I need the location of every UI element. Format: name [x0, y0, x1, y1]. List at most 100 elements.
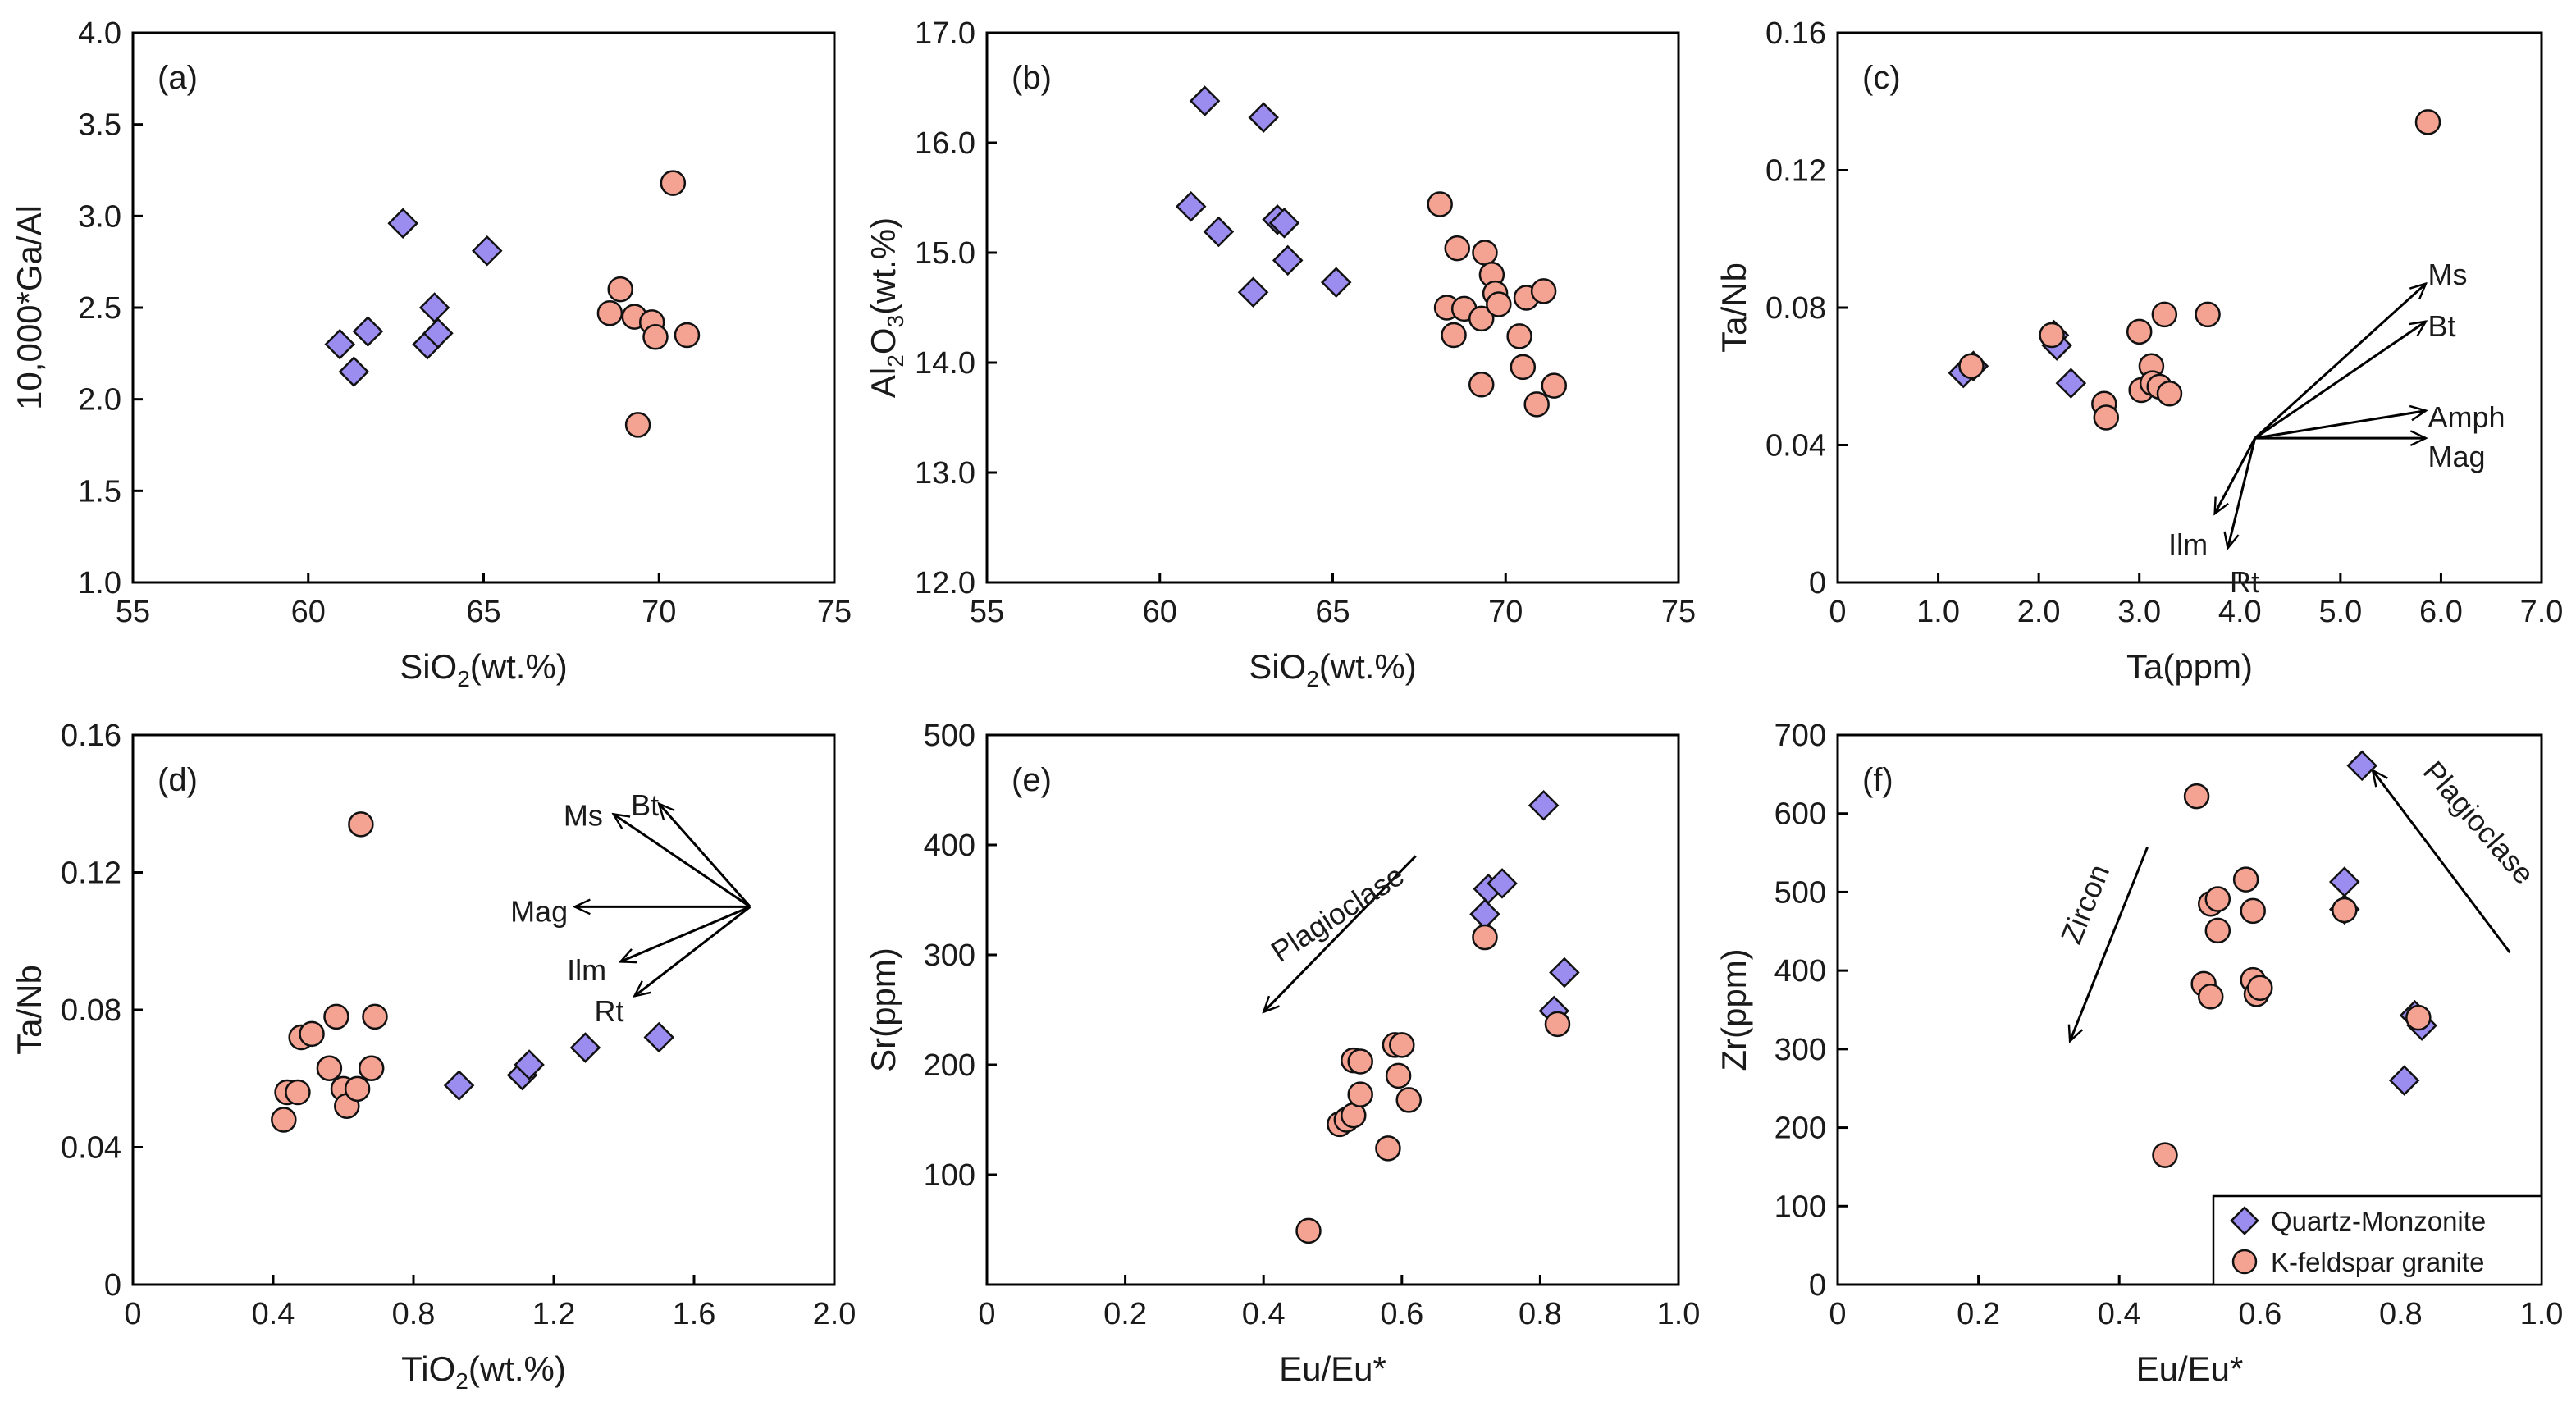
- x-tick-label: 70: [642, 595, 676, 629]
- x-tick-label: 70: [1488, 595, 1523, 629]
- arrow-label-mag: Mag: [2428, 440, 2485, 473]
- point-quartz-monzonite: [1320, 267, 1352, 298]
- x-tick-label: 0.2: [1103, 1297, 1147, 1331]
- point-k-feldspar-granite: [624, 412, 651, 438]
- y-tick-label: 0.12: [61, 856, 121, 891]
- point-k-feldspar-granite: [1468, 372, 1495, 398]
- point-k-feldspar-granite: [358, 1055, 385, 1081]
- x-tick-label: 0: [1829, 1297, 1846, 1331]
- point-quartz-monzonite: [472, 235, 503, 267]
- y-tick-label: 17.0: [915, 16, 975, 51]
- point-k-feldspar-granite: [1958, 353, 1985, 379]
- arrow-label-rt: Rt: [2230, 565, 2259, 599]
- point-k-feldspar-granite: [1395, 1087, 1422, 1113]
- arrow-label-zircon: Zircon: [2054, 860, 2116, 948]
- y-tick-label: 0: [1809, 566, 1826, 600]
- arrow-zircon: [2070, 847, 2149, 1041]
- arrow-label-plagioclase: Plagioclase: [2417, 755, 2542, 891]
- point-k-feldspar-granite: [2247, 975, 2273, 1001]
- panel-label: (c): [1862, 60, 1901, 96]
- point-quartz-monzonite: [1268, 208, 1300, 239]
- point-k-feldspar-granite: [2039, 322, 2065, 349]
- y-tick-label: 1.5: [78, 474, 121, 509]
- x-tick-label: 1.0: [1916, 595, 1960, 629]
- point-k-feldspar-granite: [1530, 278, 1557, 304]
- arrow-ilm: [620, 905, 751, 961]
- y-tick-label: 0.08: [61, 993, 121, 1028]
- x-tick-label: 0: [124, 1297, 141, 1331]
- plot-frame: [131, 733, 836, 1286]
- arrow-label-mag: Mag: [510, 895, 568, 929]
- legend-diamond-icon: [2230, 1206, 2259, 1235]
- x-tick-label: 0.4: [2098, 1297, 2141, 1331]
- point-quartz-monzonite: [1469, 898, 1500, 930]
- point-k-feldspar-granite: [1441, 322, 1467, 349]
- point-k-feldspar-granite: [2240, 897, 2266, 925]
- x-tick-label: 0.8: [392, 1297, 436, 1331]
- plot-frame: [985, 733, 1680, 1286]
- point-quartz-monzonite: [324, 328, 355, 360]
- point-k-feldspar-granite: [2197, 983, 2224, 1010]
- arrow-label-ms: Ms: [564, 798, 603, 832]
- point-k-feldspar-granite: [607, 276, 633, 303]
- x-tick-label: 0.8: [1519, 1297, 1562, 1331]
- point-quartz-monzonite: [418, 292, 450, 323]
- x-axis-label: Eu/Eu*: [1279, 1349, 1386, 1388]
- y-tick-label: 3.5: [78, 108, 121, 143]
- y-tick-label: 16.0: [915, 126, 975, 161]
- x-axis-label: SiO2(wt.%): [400, 647, 568, 692]
- point-k-feldspar-granite: [2332, 897, 2358, 924]
- point-k-feldspar-granite: [316, 1055, 343, 1081]
- legend-box: [2212, 1194, 2543, 1286]
- legend: Quartz-Monzonite K-feldspar granite: [2212, 1194, 2543, 1286]
- point-k-feldspar-granite: [2405, 1004, 2432, 1031]
- y-tick-label: 500: [1774, 875, 1826, 910]
- point-k-feldspar-granite: [1506, 323, 1532, 349]
- point-k-feldspar-granite: [2204, 917, 2231, 944]
- point-quartz-monzonite: [569, 1032, 601, 1063]
- y-tick-label: 1.0: [78, 566, 121, 600]
- point-quartz-monzonite: [2388, 1065, 2420, 1096]
- x-axis-label: SiO2(wt.%): [1249, 647, 1417, 692]
- point-k-feldspar-granite: [2093, 404, 2120, 431]
- x-tick-label: 1.6: [673, 1297, 716, 1331]
- y-tick-label: 3.0: [78, 199, 121, 234]
- plot-frame: [1836, 733, 2543, 1286]
- point-k-feldspar-granite: [1389, 1032, 1415, 1058]
- y-tick-label: 2.5: [78, 291, 121, 326]
- point-k-feldspar-granite: [1472, 240, 1498, 266]
- y-axis-label: Sr(ppm): [864, 947, 902, 1072]
- point-k-feldspar-granite: [1375, 1135, 1401, 1162]
- y-tick-label: 0.04: [61, 1131, 121, 1166]
- panel-e: 0 0.2 0.4 0.6 0.8 1.0 100 200 300 400 500 Eu/Eu* Sr(…: [864, 719, 1700, 1388]
- y-tick-label: 0.08: [1765, 291, 1826, 326]
- y-tick-label: 100: [1774, 1189, 1826, 1224]
- x-tick-label: 1.0: [2520, 1297, 2564, 1331]
- arrow-bt: [659, 804, 751, 908]
- x-axis-label: Eu/Eu*: [2136, 1349, 2244, 1388]
- panel-a: 55 60 65 70 75 1.0 1.5 2.0 2.5 3.0 3.5 4.0 SiO2(wt.%…: [10, 16, 852, 692]
- y-tick-label: 15.0: [915, 236, 975, 271]
- point-k-feldspar-granite: [344, 1075, 371, 1103]
- point-k-feldspar-granite: [674, 322, 701, 349]
- arrow-label-amph: Amph: [2428, 400, 2505, 434]
- point-k-feldspar-granite: [2195, 301, 2221, 328]
- legend-circle-icon: [2231, 1249, 2258, 1275]
- point-k-feldspar-granite: [2232, 866, 2259, 893]
- point-k-feldspar-granite: [2156, 380, 2183, 407]
- arrow-rt: [634, 906, 751, 996]
- point-k-feldspar-granite: [362, 1003, 388, 1030]
- arrow-bt: [2254, 322, 2426, 440]
- point-k-feldspar-granite: [2151, 301, 2178, 328]
- x-tick-label: 0.4: [1242, 1297, 1286, 1331]
- y-tick-label: 500: [924, 719, 975, 753]
- legend-label: K-feldspar granite: [2271, 1247, 2484, 1277]
- x-tick-label: 1.2: [532, 1297, 576, 1331]
- x-axis-label: Ta(ppm): [2126, 647, 2253, 686]
- point-quartz-monzonite: [443, 1070, 475, 1101]
- arrow-label-ms: Ms: [2428, 258, 2467, 291]
- panel-c: 0 1.0 2.0 3.0 4.0 5.0 6.0 7.0 0 0.04 0.08 0.12 0.16 T…: [1715, 16, 2563, 686]
- panel-f: 0 0.2 0.4 0.6 0.8 1.0 0 100 200 300 400 500 600 700 Eu…: [1715, 719, 2563, 1388]
- y-tick-label: 100: [924, 1158, 975, 1193]
- x-tick-label: 0.2: [1957, 1297, 2000, 1331]
